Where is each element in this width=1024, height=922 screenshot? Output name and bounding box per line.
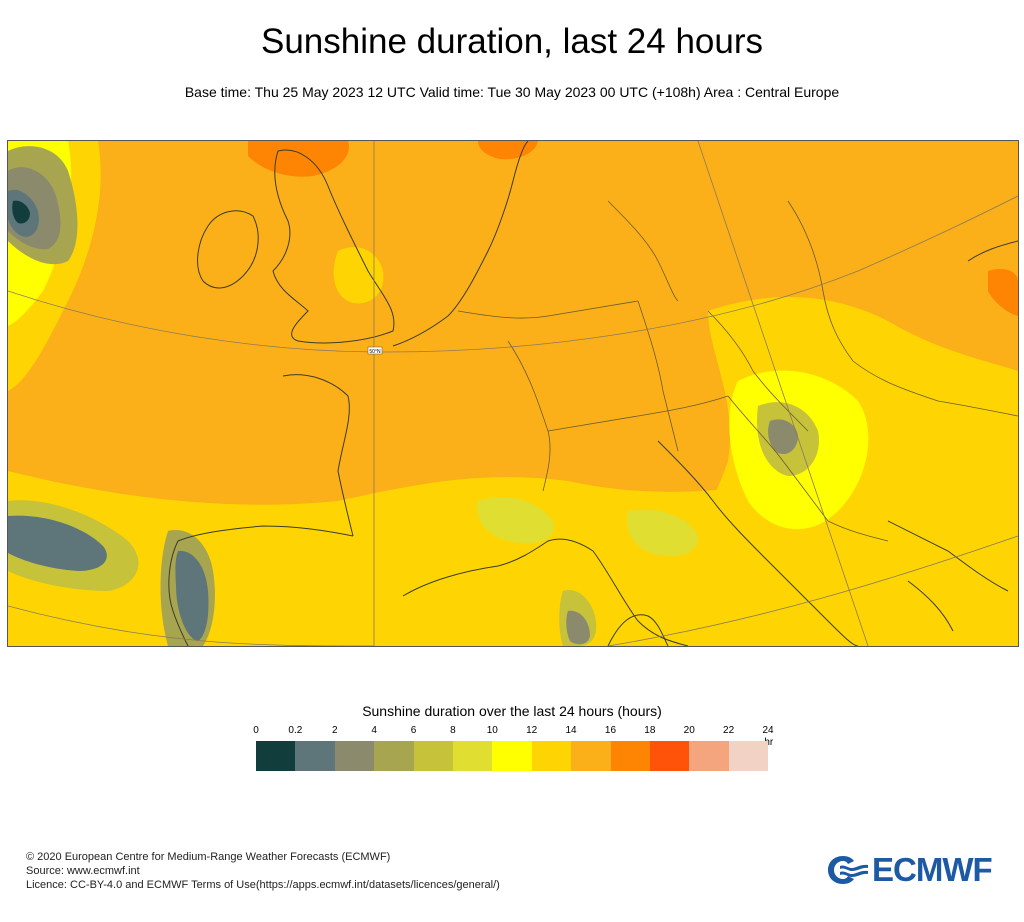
sardinia-coast (607, 614, 669, 646)
legend-swatch (492, 741, 532, 771)
legend-tick-label: 16 (604, 725, 617, 736)
britain-coast (272, 149, 395, 344)
legend-tick-label: 0.2 (288, 725, 303, 736)
border-3 (547, 395, 729, 432)
ecmwf-logo-text: ECMWF (872, 851, 993, 888)
border-5 (707, 310, 809, 432)
legend-tick-label: 6 (410, 725, 417, 736)
grey-zone-sardinia (566, 610, 590, 645)
country-borders (457, 200, 1018, 542)
ecmwf-logo: ECMWF (826, 848, 1006, 892)
graticule (8, 141, 1018, 646)
legend-tick-label: 12 (526, 725, 538, 736)
ireland-coast (197, 210, 259, 289)
legend-swatch (728, 741, 769, 771)
meridian-east (697, 141, 869, 646)
legend-tick-label: 18 (644, 725, 656, 736)
legend-tick-label: 14 (565, 725, 577, 736)
grey-zone-balkans (768, 419, 798, 455)
continental-north-coast (392, 141, 529, 347)
legend-swatch (571, 741, 611, 771)
mediterranean-north-coast (402, 538, 689, 646)
chart-title: Sunshine duration, last 24 hours (261, 22, 763, 61)
legend-tick-label: 4 (371, 725, 377, 736)
legend-tick-label: 24 (762, 725, 774, 736)
darkest-zone-northwest (12, 200, 30, 224)
legend-tick-label: 20 (683, 725, 695, 736)
legend-title: Sunshine duration over the last 24 hours… (362, 703, 662, 719)
yellowgreen-zone-italy (627, 509, 699, 557)
border-2 (507, 340, 551, 492)
border-9 (727, 395, 829, 522)
legend-colorbar (256, 741, 769, 771)
legend-tick-label: 10 (486, 725, 498, 736)
legend-swatch (531, 741, 572, 771)
sunshine-map: 50°N (7, 140, 1019, 647)
map-canvas: 50°N (8, 141, 1018, 646)
darkorange-zone-denmark (478, 141, 538, 160)
footer: © 2020 European Centre for Medium-Range … (26, 850, 500, 892)
iberia-north-coast (168, 525, 354, 646)
legend-swatch (334, 741, 375, 771)
border-7 (852, 360, 1018, 417)
legend-ticks: 0 0.2 2 4 6 8 10 12 14 16 18 20 22 24 (253, 725, 773, 739)
border-1 (457, 300, 639, 319)
legend-tick-label: 22 (723, 725, 735, 736)
chart-subtitle: Base time: Thu 25 May 2023 12 UTC Valid … (184, 84, 840, 100)
legend-swatch (610, 741, 650, 771)
adriatic-east-coast (657, 440, 859, 646)
parallel-50n (8, 195, 1018, 353)
border-8 (607, 200, 679, 302)
border-10 (827, 520, 889, 542)
legend-swatch (374, 741, 414, 771)
darkorange-zone-east (988, 269, 1018, 316)
latitude-marker-label: 50°N (369, 349, 381, 355)
yellow-zone-england (333, 247, 384, 304)
parallel-south (8, 605, 375, 646)
latitude-marker-box (367, 346, 383, 355)
legend-swatch (689, 741, 729, 771)
aegean-coast (887, 520, 1009, 632)
ecmwf-logo-icon (828, 856, 868, 884)
border-6 (787, 200, 854, 362)
legend-swatch (295, 741, 335, 771)
licence-line: Licence: CC-BY-4.0 and ECMWF Terms of Us… (26, 879, 500, 891)
legend-swatch (452, 741, 493, 771)
legend-swatch (649, 741, 690, 771)
legend-tick-label: 8 (450, 725, 456, 736)
legend-tick-label: 0 (253, 725, 259, 736)
yellowgreen-zone-alps (477, 497, 554, 544)
baltic-coast (967, 240, 1018, 262)
darkorange-zone-scotland (248, 141, 349, 177)
border-4 (637, 300, 679, 452)
grey-zone-iberia (175, 550, 209, 641)
source-line: Source: www.ecmwf.int (26, 865, 140, 877)
grey-zone-southwest (8, 515, 107, 571)
parallel-south-east (607, 535, 1018, 646)
copyright-line: © 2020 European Centre for Medium-Range … (26, 851, 391, 863)
legend-tick-label: 2 (331, 725, 338, 736)
legend-swatch (256, 741, 296, 771)
france-west-coast (282, 374, 354, 537)
legend-swatch (413, 741, 453, 771)
coastlines (168, 141, 1018, 646)
